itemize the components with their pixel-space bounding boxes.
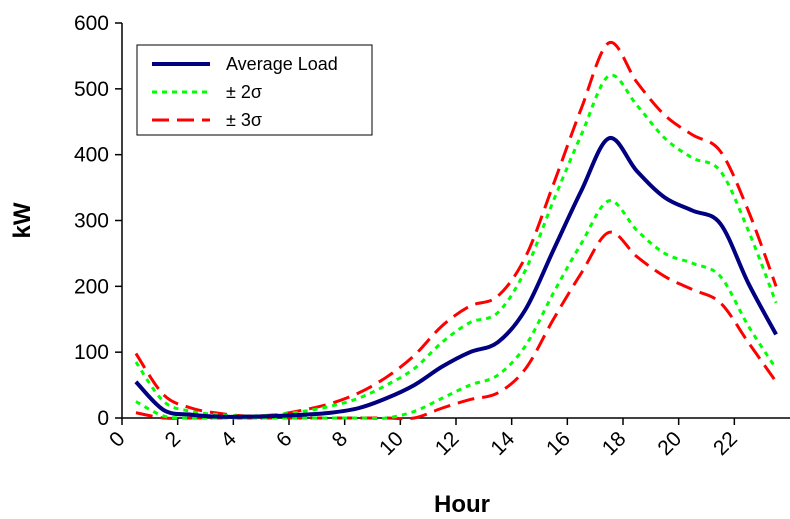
- y-tick-label: 600: [74, 12, 109, 35]
- x-tick-label: 4: [216, 427, 241, 452]
- series-line-4: [135, 230, 778, 421]
- legend-label: ± 3σ: [226, 110, 262, 130]
- x-ticks: 0 2 4 6 8 10 12 14 16 18 20 22: [105, 418, 742, 460]
- y-tick-label: 300: [74, 210, 109, 233]
- x-tick-label: 6: [272, 427, 297, 452]
- x-tick-label: 10: [375, 427, 408, 460]
- y-tick-label: 100: [74, 341, 109, 364]
- y-tick-label: 400: [74, 144, 109, 167]
- legend-label: ± 2σ: [226, 82, 262, 102]
- series-line-0: [134, 136, 778, 419]
- y-axis-title: kW: [9, 202, 36, 238]
- x-tick-label: 16: [542, 427, 575, 460]
- series-layer: [134, 41, 778, 421]
- series-line-2: [135, 199, 778, 420]
- x-axis-title: Hour: [434, 491, 490, 518]
- y-tick-label: 0: [97, 407, 109, 430]
- x-tick-label: 22: [709, 427, 742, 460]
- legend: Average Load ± 2σ ± 3σ: [136, 44, 373, 136]
- x-tick-label: 8: [328, 427, 353, 452]
- x-tick-label: 20: [653, 427, 686, 460]
- y-ticks: 0 100 200 300 400 500 600: [74, 12, 122, 430]
- legend-label: Average Load: [226, 54, 338, 74]
- x-tick-label: 12: [431, 427, 464, 460]
- x-tick-label: 14: [486, 427, 519, 460]
- y-tick-label: 500: [74, 78, 109, 101]
- x-tick-label: 18: [598, 427, 631, 460]
- x-tick-label: 0: [105, 427, 130, 452]
- y-tick-label: 200: [74, 275, 109, 298]
- legend-box: [136, 44, 373, 136]
- x-tick-label: 2: [161, 427, 186, 452]
